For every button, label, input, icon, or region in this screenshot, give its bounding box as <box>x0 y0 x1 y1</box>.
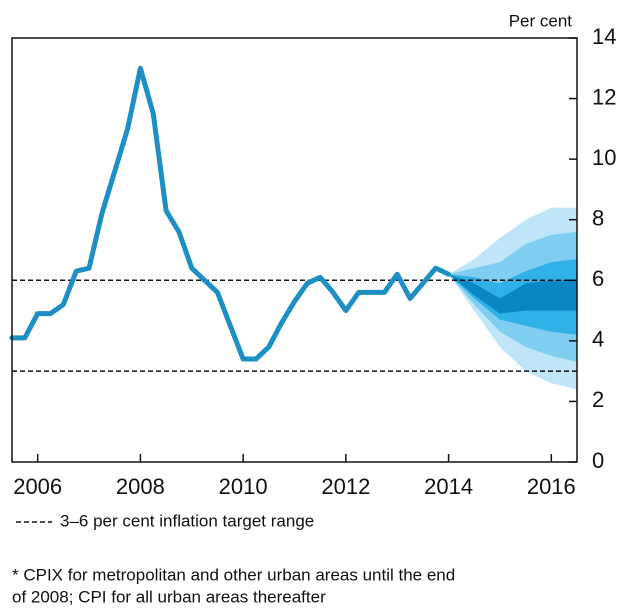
x-tick-label: 2010 <box>219 474 268 499</box>
y-tick-label: 14 <box>592 24 616 49</box>
plot-frame <box>11 37 578 463</box>
y-tick-label: 2 <box>592 387 604 412</box>
legend-text: 3–6 per cent inflation target range <box>60 511 314 530</box>
line <box>9 65 452 362</box>
x-tick-label: 2008 <box>116 474 165 499</box>
fan-band <box>448 274 577 314</box>
y-tick-label: 8 <box>592 206 604 231</box>
y-tick-label: 6 <box>592 266 604 291</box>
x-tick-label: 2012 <box>321 474 370 499</box>
footnote: of 2008; CPI for all urban areas thereaf… <box>12 587 326 606</box>
x-tick-label: 2006 <box>13 474 62 499</box>
y-tick-label: 12 <box>592 84 616 109</box>
y-tick-label: 10 <box>592 145 616 170</box>
footnote: * CPIX for metropolitan and other urban … <box>12 565 455 584</box>
y-tick-label: 0 <box>592 448 604 473</box>
y-axis-label: Per cent <box>509 11 573 30</box>
x-tick-label: 2014 <box>424 474 473 499</box>
y-tick-label: 4 <box>592 327 604 352</box>
x-tick-label: 2016 <box>527 474 576 499</box>
